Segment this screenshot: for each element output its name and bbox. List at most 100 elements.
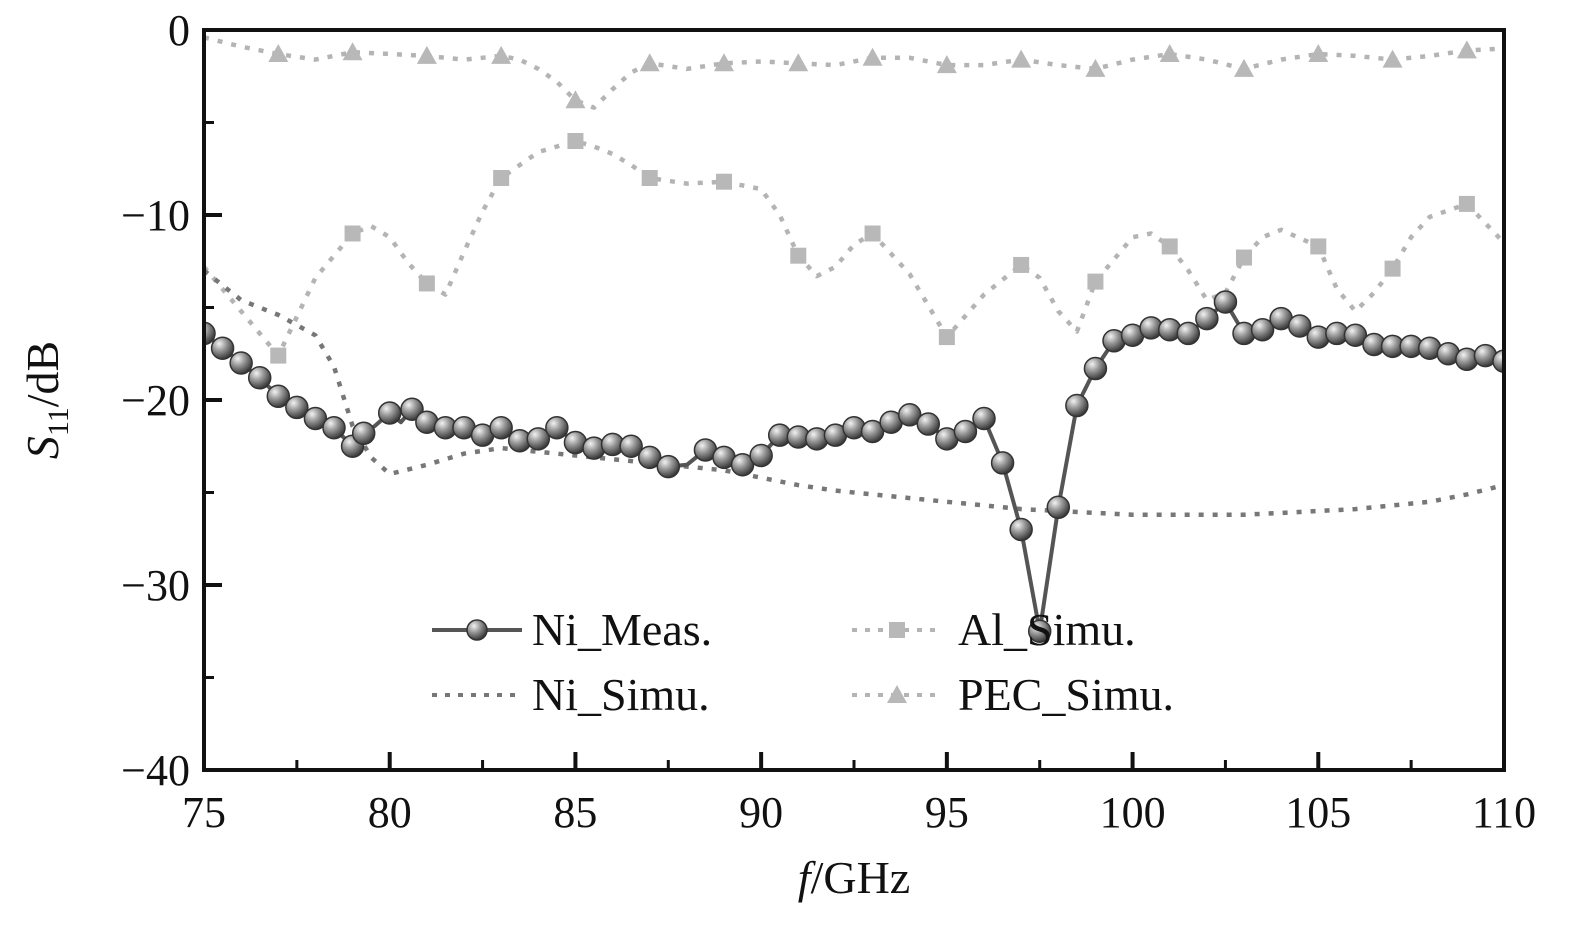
y-tick-label: −20 [121, 376, 190, 425]
data-point-ni-meas [247, 366, 272, 390]
legend-marker-ni-meas [466, 619, 488, 641]
data-point-ni-meas [377, 401, 402, 425]
data-point-ni-meas [1083, 356, 1108, 381]
data-point-ni-meas [545, 416, 569, 440]
legend-entry-ni-simu: Ni_Simu. [432, 669, 710, 720]
data-point-al-simu [1236, 249, 1252, 266]
data-point-al-simu [1458, 195, 1475, 212]
data-point-ni-meas [526, 427, 551, 451]
data-point-pec-simu [268, 44, 289, 63]
data-point-ni-meas [619, 434, 643, 458]
data-point-ni-meas [990, 451, 1015, 475]
data-point-pec-simu [714, 53, 734, 72]
data-point-al-simu [1161, 238, 1178, 255]
data-point-ni-meas [400, 397, 424, 421]
legend-marker-pec-simu [887, 685, 907, 703]
data-point-ni-meas [1287, 314, 1312, 338]
data-point-al-simu [567, 133, 584, 149]
data-point-al-simu [790, 247, 807, 264]
data-point-pec-simu [1085, 58, 1106, 77]
data-point-ni-meas [730, 453, 755, 477]
series-line-al-simu [204, 138, 1504, 358]
data-point-ni-meas [285, 395, 309, 420]
data-point-al-simu [418, 275, 435, 292]
data-point-ni-meas [204, 321, 216, 346]
x-axis-title: f/GHz [798, 852, 910, 903]
series-line-pec-simu [204, 35, 1504, 110]
axis-tick-labels: 75 80 85 90 95 100 105 110 0 −10 −20 −30 −40 [121, 6, 1536, 837]
legend-entry-al-simu: Al_Simu. [852, 604, 1136, 655]
x-tick-label: 110 [1472, 788, 1536, 837]
x-tick-label: 80 [368, 788, 412, 837]
data-point-ni-meas [897, 403, 922, 427]
data-point-pec-simu [1234, 58, 1254, 77]
data-point-ni-meas [1213, 290, 1238, 314]
legend-entry-ni-meas: Ni_Meas. [432, 604, 712, 655]
x-tick-label: 75 [182, 788, 226, 837]
data-point-pec-simu [862, 47, 883, 66]
data-point-pec-simu [1308, 44, 1329, 63]
data-point-al-simu [344, 225, 361, 242]
data-point-al-simu [1013, 256, 1030, 273]
data-point-ni-meas [229, 351, 253, 375]
plot-frame [202, 28, 1506, 772]
legend-entry-pec-simu: PEC_Simu. [852, 669, 1174, 720]
data-point-ni-meas [972, 406, 996, 431]
x-tick-label: 90 [739, 788, 783, 837]
data-point-al-simu [864, 225, 881, 242]
x-tick-label: 100 [1100, 788, 1166, 837]
series-layer [204, 35, 1504, 643]
y-tick-label: 0 [168, 6, 190, 55]
data-point-ni-meas [916, 412, 941, 436]
data-point-al-simu [641, 170, 658, 186]
data-point-ni-meas [1027, 619, 1052, 643]
data-point-ni-meas [860, 419, 885, 444]
series-line-ni-meas [204, 299, 1504, 634]
data-point-ni-meas [266, 384, 291, 409]
data-point-ni-meas [1065, 393, 1089, 418]
legend-label-ni-meas: Ni_Meas. [532, 604, 712, 655]
y-axis-title: S11/dB [17, 341, 75, 459]
data-point-pec-simu [342, 42, 363, 61]
y-tick-label: −40 [121, 746, 190, 795]
data-point-al-simu [270, 347, 287, 364]
legend-marker-al-simu [889, 622, 905, 638]
data-point-ni-meas [489, 416, 513, 440]
data-point-ni-meas [303, 406, 328, 431]
legend-label-ni-simu: Ni_Simu. [532, 669, 710, 720]
data-point-pec-simu [1159, 44, 1180, 63]
data-point-pec-simu [565, 90, 586, 109]
data-point-ni-meas [953, 419, 978, 444]
data-point-ni-meas [1176, 321, 1201, 346]
data-point-pec-simu [1456, 40, 1477, 59]
data-point-ni-meas [1343, 323, 1368, 347]
data-point-al-simu [493, 170, 510, 186]
data-point-ni-meas [1250, 317, 1275, 342]
axis-ticks [202, 28, 1506, 772]
data-point-al-simu [1087, 273, 1104, 290]
data-point-ni-meas [656, 454, 681, 479]
y-tick-label: −10 [121, 191, 190, 240]
data-point-ni-meas [351, 421, 376, 446]
x-tick-label: 105 [1285, 788, 1351, 837]
data-point-ni-meas [322, 416, 346, 440]
x-tick-label: 95 [925, 788, 969, 837]
data-point-al-simu [716, 173, 732, 190]
legend-label-pec-simu: PEC_Simu. [958, 669, 1174, 720]
data-point-al-simu [938, 329, 955, 346]
legend: Ni_Meas. Ni_Simu. Al_Simu. PEC_Simu. [432, 604, 1174, 720]
data-point-al-simu [1384, 260, 1401, 277]
data-point-ni-meas [749, 443, 773, 468]
data-point-pec-simu [491, 45, 512, 64]
data-point-ni-meas [1046, 495, 1071, 520]
data-point-ni-meas [637, 445, 662, 470]
data-point-ni-meas [1492, 349, 1504, 373]
x-tick-label: 85 [553, 788, 597, 837]
data-point-pec-simu [788, 53, 809, 72]
data-point-pec-simu [1382, 49, 1403, 68]
data-point-ni-meas [1009, 517, 1033, 542]
series-line-ni-simu [204, 268, 1504, 517]
data-point-pec-simu [639, 53, 660, 72]
data-point-pec-simu [416, 45, 437, 64]
